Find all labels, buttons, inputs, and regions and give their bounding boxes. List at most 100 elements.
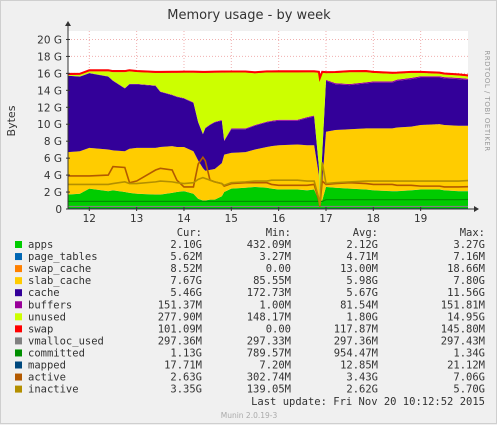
legend-cur-slab_cache: 7.67G (170, 275, 202, 287)
legend-max-slab_cache: 7.80G (453, 275, 485, 287)
legend-avg-committed: 954.47M (334, 347, 378, 359)
x-tick-label: 17 (319, 213, 332, 225)
x-tick-label: 14 (177, 213, 191, 225)
legend-swatch-inactive (15, 385, 22, 393)
legend-avg-buffers: 81.54M (340, 299, 378, 311)
legend-name-apps: apps (28, 239, 53, 251)
legend-max-cache: 11.56G (447, 287, 485, 299)
legend-avg-mapped: 12.85M (340, 360, 378, 372)
y-axis-arrow (65, 21, 71, 26)
legend-avg-swap: 117.87M (334, 323, 378, 335)
y-tick-label: 2 G (44, 187, 62, 199)
legend-avg-cache: 5.67G (346, 287, 378, 299)
x-tick-label: 12 (83, 213, 96, 225)
legend-max-committed: 1.34G (453, 347, 485, 359)
legend-min-inactive: 139.05M (247, 384, 291, 396)
legend-min-active: 302.74M (247, 372, 291, 384)
chart-title: Memory usage - by week (167, 8, 331, 23)
legend-min-cache: 172.73M (247, 287, 291, 299)
x-tick-label: 13 (130, 213, 143, 225)
legend-avg-page_tables: 4.71M (346, 251, 378, 263)
legend-avg-inactive: 2.62G (346, 384, 378, 396)
legend-swatch-apps (15, 241, 22, 248)
line-committed (68, 198, 469, 202)
legend-avg-slab_cache: 5.98G (346, 275, 378, 287)
legend-cur-unused: 277.90M (158, 311, 202, 323)
legend-cur-buffers: 151.37M (158, 299, 202, 311)
legend-swatch-mapped (15, 361, 22, 369)
legend-swatch-cache (15, 289, 22, 297)
y-tick-label: 16 G (37, 68, 62, 80)
legend-name-page_tables: page_tables (28, 251, 98, 263)
legend-name-swap: swap (28, 323, 53, 335)
legend-cur-swap: 101.09M (158, 323, 202, 335)
legend-header: Min: (266, 227, 291, 239)
legend-min-swap_cache: 0.00 (266, 263, 291, 275)
legend-min-buffers: 1.00M (259, 299, 291, 311)
y-axis-label: Bytes (5, 105, 18, 136)
area-apps (68, 186, 468, 209)
legend-max-apps: 3.27G (453, 239, 485, 251)
line-swap-edge (67, 69, 469, 83)
legend-cur-vmalloc_used: 297.36M (158, 335, 202, 347)
y-tick-labels: 0 2 G 4 G 6 G 8 G 10 G 12 G 14 G 16 G 18 G 20 G (37, 34, 70, 216)
x-tick-label: 19 (414, 213, 427, 225)
stacked-areas (67, 69, 469, 209)
x-tick-label: 16 (272, 213, 286, 225)
legend-name-mapped: mapped (28, 360, 66, 372)
y-tick-label: 18 G (37, 51, 62, 63)
legend-swatch-slab_cache (15, 277, 22, 285)
legend-max-inactive: 5.70G (453, 384, 485, 396)
legend-swatch-active (15, 373, 22, 381)
y-tick-label: 0 (55, 204, 62, 216)
legend-max-buffers: 151.81M (441, 299, 485, 311)
legend-avg-active: 3.43G (346, 372, 378, 384)
legend-max-page_tables: 7.16M (453, 251, 485, 263)
rrdtool-credit: RRDTOOL / TOBI OETIKER (483, 50, 491, 151)
legend-max-mapped: 21.12M (447, 360, 485, 372)
legend-max-vmalloc_used: 297.43M (441, 335, 485, 347)
legend-name-buffers: buffers (28, 299, 72, 311)
legend-swatch-unused (15, 313, 22, 321)
y-tick-label: 20 G (37, 34, 62, 46)
legend-min-committed: 789.57M (247, 347, 291, 359)
legend-avg-swap_cache: 13.00M (340, 263, 378, 275)
legend-max-unused: 14.95G (447, 311, 485, 323)
y-tick-label: 8 G (44, 136, 62, 148)
legend-max-active: 7.06G (453, 372, 485, 384)
legend-swatch-swap_cache (15, 265, 22, 273)
line-active (68, 155, 469, 207)
legend-avg-unused: 1.80G (346, 311, 378, 323)
legend-name-inactive: inactive (28, 384, 79, 396)
legend-cur-active: 2.63G (170, 372, 202, 384)
legend-min-mapped: 7.20M (259, 360, 291, 372)
x-tick-labels: 12 13 14 15 16 17 18 19 (83, 207, 427, 225)
y-tick-label: 6 G (44, 153, 62, 165)
legend-cur-inactive: 3.35G (170, 384, 202, 396)
x-axis-arrow (474, 206, 479, 212)
y-tick-label: 10 G (37, 119, 62, 131)
legend-min-vmalloc_used: 297.33M (247, 335, 291, 347)
x-tick-label: 18 (367, 213, 380, 225)
legend-swatch-swap (15, 325, 22, 333)
last-update: Last update: Fri Nov 20 10:12:52 2015 (251, 396, 485, 408)
area-unused (68, 71, 468, 203)
line-inactive (68, 162, 469, 206)
legend-name-active: active (28, 372, 66, 384)
area-cache (68, 73, 468, 204)
legend-swatch-page_tables (15, 253, 22, 261)
legend-swatch-buffers (15, 301, 22, 309)
legend-cur-mapped: 17.71M (164, 360, 202, 372)
legend-min-apps: 432.09M (247, 239, 291, 251)
y-tick-label: 14 G (37, 85, 62, 97)
legend-name-slab_cache: slab_cache (28, 275, 91, 287)
munin-version: Munin 2.0.19-3 (221, 411, 278, 420)
legend-max-swap_cache: 18.66M (447, 263, 485, 275)
legend-min-unused: 148.17M (247, 311, 291, 323)
legend-name-swap_cache: swap_cache (28, 263, 91, 275)
y-tick-label: 12 G (37, 102, 62, 114)
legend-header: Max: (460, 227, 485, 239)
legend-header: Avg: (353, 227, 378, 239)
legend-cur-apps: 2.10G (170, 239, 202, 251)
